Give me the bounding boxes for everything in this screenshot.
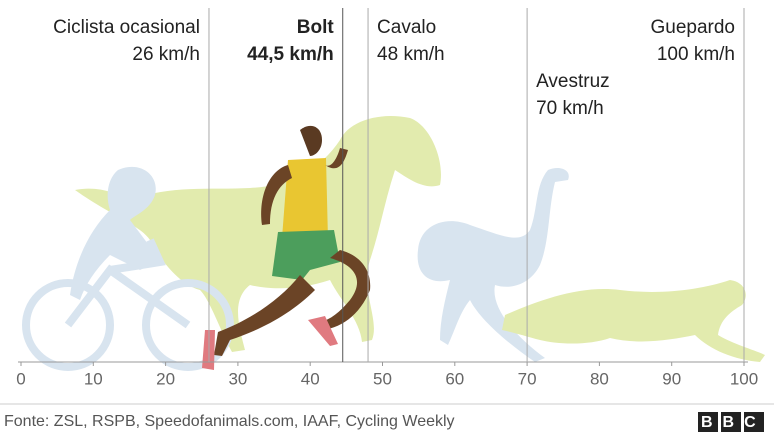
- x-tick-label: 70: [518, 369, 537, 388]
- source: Fonte: ZSL, RSPB, Speedofanimals.com, IA…: [4, 413, 455, 430]
- bbc-logo: BBC: [698, 412, 766, 432]
- category-label: Bolt: [297, 17, 335, 38]
- x-tick-label: 40: [301, 369, 320, 388]
- illustration: [22, 116, 765, 371]
- x-tick-label: 0: [16, 369, 25, 388]
- x-tick-label: 30: [228, 369, 247, 388]
- category-label: Avestruz: [536, 71, 610, 92]
- x-tick-label: 80: [590, 369, 609, 388]
- category-label: Ciclista ocasional: [53, 17, 200, 38]
- category-label: Guepardo: [650, 17, 735, 38]
- x-tick-label: 10: [84, 369, 103, 388]
- x-tick-label: 60: [445, 369, 464, 388]
- value-label: 48 km/h: [377, 44, 445, 65]
- category-label: Cavalo: [377, 17, 436, 38]
- logo-text: BBC: [701, 414, 766, 431]
- value-label: 100 km/h: [657, 44, 735, 65]
- x-tick-label: 90: [662, 369, 681, 388]
- x-tick-label: 20: [156, 369, 175, 388]
- x-tick-label: 50: [373, 369, 392, 388]
- value-label: 44,5 km/h: [247, 44, 334, 65]
- value-label: 70 km/h: [536, 98, 604, 119]
- value-label: 26 km/h: [132, 44, 200, 65]
- x-tick-label: 100: [730, 369, 758, 388]
